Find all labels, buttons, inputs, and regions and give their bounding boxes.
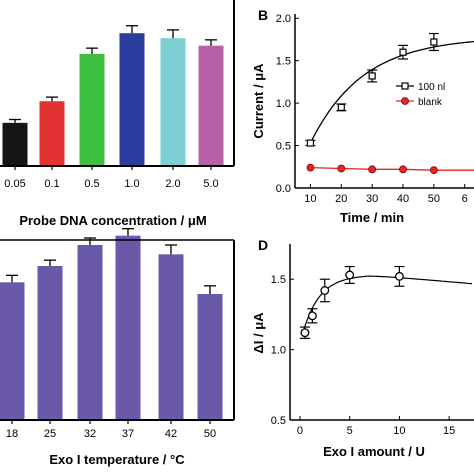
panel-c-x-tick-label: 37 — [122, 428, 134, 440]
panel-b-x-tick-label: 50 — [428, 193, 440, 205]
panel-d-y-label: ΔI / μA — [251, 312, 266, 354]
series-blank-point — [306, 163, 315, 172]
panel-d-x-tick-label: 15 — [443, 425, 455, 437]
panel-a-x-tick-label: 1.0 — [124, 178, 139, 190]
series-blank-point — [429, 166, 438, 175]
panel-d-fit-curve — [302, 275, 473, 333]
series-blank-point — [368, 165, 377, 174]
panel-c-bar — [115, 235, 141, 420]
panel-d-point — [345, 270, 355, 280]
panel-b-y-tick-label: 1.5 — [276, 56, 291, 68]
panel-c-x-tick-label: 42 — [165, 428, 177, 440]
series-100nl-line — [309, 40, 474, 144]
panel-d-y-tick-label: 1.0 — [271, 345, 286, 357]
panel-b-label: B — [258, 7, 268, 23]
series-blank-point — [337, 164, 346, 173]
panel-b-x-tick-label: 20 — [335, 193, 347, 205]
panel-c-bar — [77, 245, 103, 420]
panel-d-y-tick-label: 1.5 — [271, 274, 286, 286]
panel-c-x-tick-label: 32 — [84, 428, 96, 440]
legend-label-blank: blank — [418, 97, 443, 108]
panel-d: D 0 5 10 15 0.5 1.0 1.5 Exo I amount / U ΔI / … — [251, 237, 474, 459]
panel-b-y-tick-label: 0.0 — [276, 183, 291, 195]
panel-d-label: D — [258, 237, 268, 253]
panel-d-point — [300, 328, 310, 338]
panel-d-x-tick-label: 0 — [297, 425, 303, 437]
panel-a-x-tick-label: 2.0 — [165, 178, 180, 190]
panel-d-x-tick-label: 10 — [393, 425, 405, 437]
panel-a-x-tick-label: 0.5 — [84, 178, 99, 190]
panel-d-point — [307, 311, 317, 321]
panel-a-bar — [2, 122, 28, 166]
panel-c: 18 25 32 37 42 50 Exo I temperature / °C — [0, 228, 235, 467]
panel-c-x-tick-label: 25 — [44, 428, 56, 440]
panel-d-point — [394, 271, 404, 281]
panel-a-bar — [119, 33, 145, 167]
panel-d-x-tick-label: 5 — [347, 425, 353, 437]
panel-d-x-label: Exo I amount / U — [323, 444, 425, 459]
panel-c-bar — [158, 254, 184, 420]
legend-marker-blank — [401, 97, 409, 105]
panel-a-bar — [39, 101, 65, 166]
panel-b-x-label: Time / min — [340, 210, 404, 225]
panel-a-x-tick-label: 5.0 — [203, 178, 218, 190]
panel-b-x-tick-label: 30 — [366, 193, 378, 205]
panel-b: B 10 20 30 40 50 6 0.0 0.5 1.0 1.5 2.0 100 nl blan… — [251, 7, 474, 225]
series-100nl-point — [337, 103, 345, 111]
series-100nl-point — [368, 72, 376, 80]
panel-b-y-tick-label: 2.0 — [276, 13, 291, 25]
panel-a-x-label: Probe DNA concentration / μM — [19, 213, 206, 228]
panel-c-x-tick-label: 50 — [204, 428, 216, 440]
panel-a-bar — [79, 53, 105, 167]
panel-c-x-tick-label: 18 — [6, 428, 18, 440]
panel-d-y-tick-label: 0.5 — [271, 415, 286, 427]
panel-a-x-tick-label: 0.05 — [4, 178, 25, 190]
panel-b-y-tick-label: 0.5 — [276, 141, 291, 153]
panel-a: 0.05 0.1 0.5 1.0 2.0 5.0 Probe DNA concentrat… — [0, 0, 235, 228]
panel-c-bar — [197, 294, 223, 420]
panel-c-bar — [0, 282, 25, 420]
panel-b-y-tick-label: 1.0 — [276, 98, 291, 110]
panel-c-x-label: Exo I temperature / °C — [49, 452, 185, 467]
panel-b-x-tick-label: 40 — [397, 193, 409, 205]
series-100nl-point — [399, 48, 407, 56]
panel-b-x-tick-label: 10 — [304, 193, 316, 205]
legend-label-100nl: 100 nl — [418, 82, 445, 93]
legend-marker-100nl — [401, 82, 409, 90]
panel-c-bar — [37, 266, 63, 420]
panel-b-y-label: Current / μA — [251, 63, 266, 139]
series-100nl-point — [306, 139, 315, 147]
panel-b-x-tick-label: 6 — [462, 193, 468, 205]
series-blank-point — [399, 165, 407, 174]
series-blank-line — [310, 166, 474, 171]
panel-a-bar — [198, 45, 224, 166]
panel-d-point — [320, 286, 330, 295]
panel-a-x-tick-label: 0.1 — [44, 178, 59, 190]
panel-a-bar — [160, 38, 186, 166]
series-100nl-point — [430, 38, 438, 46]
panel-b-legend: 100 nl blank — [396, 82, 445, 108]
